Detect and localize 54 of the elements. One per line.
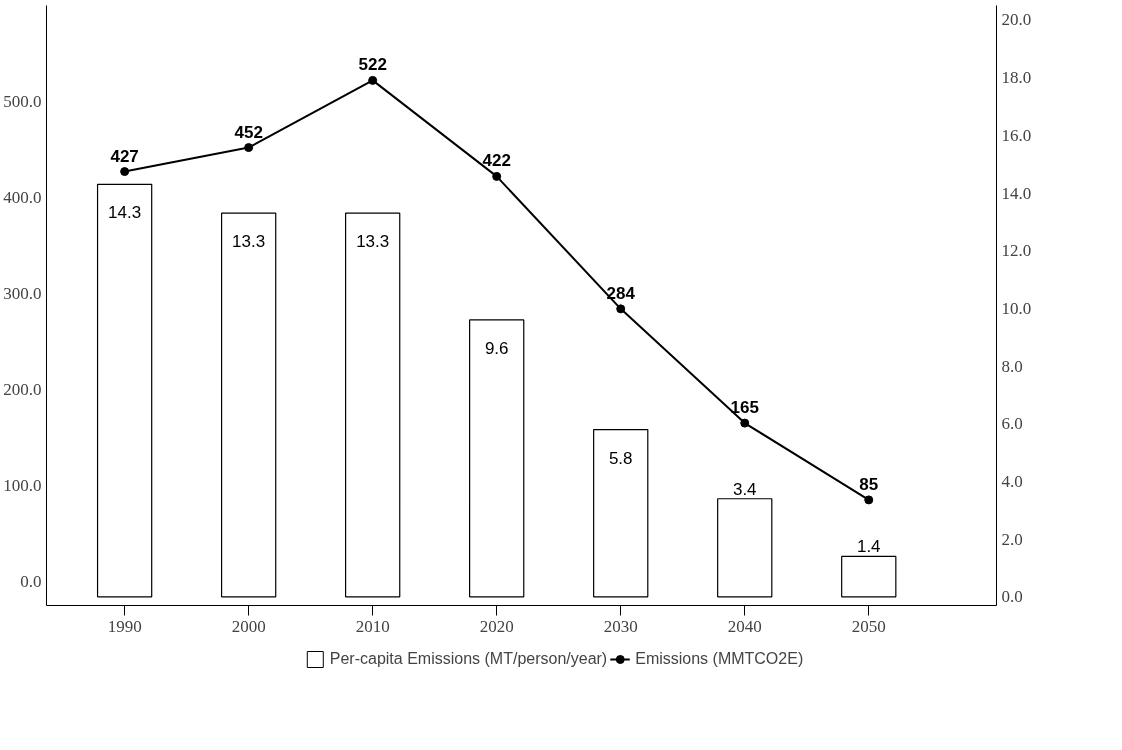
y2-tick-label: 4.0	[1001, 471, 1023, 491]
bar	[593, 428, 649, 598]
x-tick-label: 2040	[727, 616, 762, 636]
point	[120, 167, 130, 177]
data-label: 427	[110, 146, 139, 166]
y2-tick-label: 10.0	[1001, 298, 1032, 318]
point	[864, 495, 874, 505]
bar	[96, 183, 153, 598]
data-label: 13.3	[356, 232, 390, 252]
y2-tick-label: 8.0	[1001, 356, 1023, 376]
y2-tick-label: 2.0	[1001, 529, 1023, 549]
data-label: 522	[358, 55, 387, 75]
legend-label: Per-capita Emissions (MT/person/year)	[329, 650, 608, 668]
x-tick-label: 1990	[107, 616, 142, 636]
y2-tick-label: 6.0	[1001, 414, 1023, 434]
bar	[345, 212, 401, 598]
y-tick-label: 200.0	[3, 380, 42, 399]
y-tick-label: 400.0	[3, 188, 42, 207]
data-label: 85	[859, 474, 879, 494]
y-tick-label: 100.0	[3, 476, 42, 495]
y2-tick-label: 12.0	[1001, 241, 1032, 261]
data-label: 1.4	[856, 537, 881, 557]
data-label: 5.8	[608, 448, 633, 468]
data-label: 14.3	[108, 203, 142, 223]
x-tick-label: 2000	[231, 616, 266, 636]
y2-tick-label: 14.0	[1001, 183, 1032, 203]
data-label: 9.6	[484, 338, 509, 358]
legend-label: Emissions (MMTCO2E)	[635, 650, 804, 668]
point	[492, 171, 502, 181]
point	[368, 75, 378, 85]
data-label: 284	[606, 283, 636, 303]
bar	[220, 212, 277, 598]
x-tick-label: 2030	[603, 616, 638, 636]
point	[740, 418, 750, 428]
point	[616, 304, 626, 314]
y2-tick-label: 0.0	[1001, 587, 1023, 607]
data-label: 165	[730, 398, 759, 418]
bar	[717, 498, 773, 598]
point	[244, 143, 254, 153]
data-label: 422	[482, 151, 511, 171]
x-tick-label: 2050	[851, 616, 886, 636]
data-label: 452	[234, 122, 263, 142]
y2-tick-label: 20.0	[1001, 10, 1032, 30]
bar	[469, 319, 525, 598]
y2-tick-label: 18.0	[1001, 68, 1032, 88]
y-tick-label: 0.0	[20, 572, 42, 591]
data-label: 3.4	[732, 479, 757, 499]
x-tick-label: 2010	[355, 616, 390, 636]
y2-tick-label: 16.0	[1001, 125, 1032, 145]
bar	[841, 555, 897, 598]
data-label: 13.3	[232, 232, 266, 252]
y-tick-label: 300.0	[3, 284, 42, 303]
y-tick-label: 500.0	[3, 92, 42, 111]
x-tick-label: 2020	[479, 616, 514, 636]
